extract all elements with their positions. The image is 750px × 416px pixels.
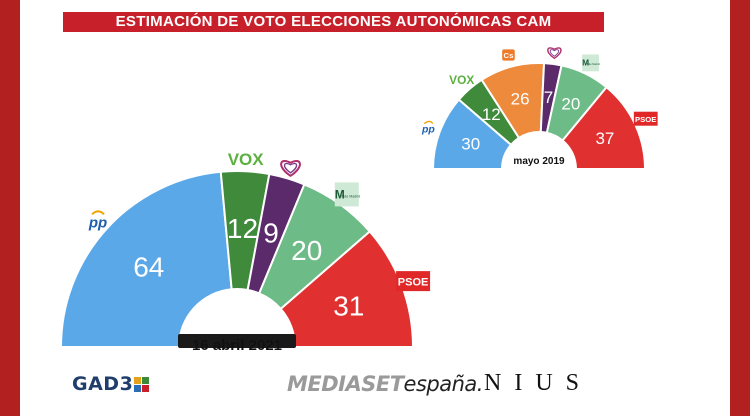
chart-title: ESTIMACIÓN DE VOTO ELECCIONES AUTONÓMICA… (63, 12, 604, 32)
nius-logo: NIUS (484, 370, 593, 396)
mas-madrid-m-icon: M (582, 58, 589, 68)
chart-date-label: mayo 2019 (513, 156, 565, 167)
seat-segment-pp (59, 170, 233, 348)
seat-count-label: 12 (482, 105, 501, 124)
seat-count-label: 7 (544, 88, 553, 107)
pp-gull-icon (423, 120, 434, 125)
party-logo-m-s-madrid: Más Madrid (341, 194, 360, 198)
seat-count-label: 20 (561, 95, 580, 114)
party-logo-vox: VOX (449, 73, 474, 87)
cube-icon (134, 377, 150, 392)
psoe-logo-box (633, 111, 658, 126)
seat-count-label: 64 (133, 252, 164, 283)
mediaset-logo: MEDIASETespaña. (287, 372, 483, 396)
seat-count-label: 9 (263, 218, 279, 249)
party-logo-cs: Cs (504, 51, 514, 60)
chart-date-label: 16 abril 2021 (192, 337, 282, 354)
seat-segment-psoe (561, 85, 647, 170)
party-logo-psoe: PSOE (398, 277, 429, 289)
party-logo-vox: VOX (228, 150, 265, 169)
heart-inner-icon (283, 162, 298, 174)
heart-icon (280, 160, 301, 177)
chart-base-shadow (178, 334, 296, 348)
party-logo-m-s-madrid: Más Madrid (587, 63, 601, 66)
heart-icon (547, 47, 562, 60)
seat-count-label: 37 (595, 129, 614, 148)
mas-madrid-m-icon: M (335, 187, 345, 201)
seat-count-label: 12 (227, 213, 258, 244)
party-logo-pp: pp (421, 124, 435, 136)
mas-madrid-logo-box (582, 54, 599, 72)
seat-count-label: 31 (333, 290, 364, 321)
pp-gull-icon (91, 210, 105, 216)
gad3-logo: GAD3 (72, 373, 150, 395)
heart-inner-icon (549, 49, 560, 57)
party-logo-pp: pp (88, 214, 107, 231)
seat-segment-psoe (279, 230, 415, 348)
mas-madrid-logo-box (334, 182, 359, 207)
party-logo-psoe: PSOE (635, 115, 656, 124)
seat-count-label: 30 (461, 135, 480, 154)
seat-count-label: 26 (511, 90, 530, 109)
seat-count-label: 20 (291, 235, 322, 266)
cs-logo-box (502, 49, 515, 61)
psoe-logo-box (396, 271, 431, 292)
